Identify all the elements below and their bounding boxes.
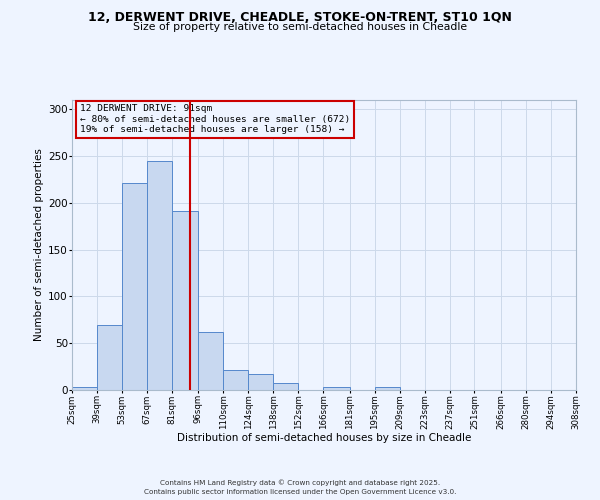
Bar — [97, 326, 122, 390]
Text: Contains public sector information licensed under the Open Government Licence v3: Contains public sector information licen… — [144, 489, 456, 495]
Text: 12, DERWENT DRIVE, CHEADLE, STOKE-ON-TRENT, ST10 1QN: 12, DERWENT DRIVE, CHEADLE, STOKE-ON-TRE… — [88, 11, 512, 24]
Bar — [223, 370, 248, 390]
Text: Contains HM Land Registry data © Crown copyright and database right 2025.: Contains HM Land Registry data © Crown c… — [160, 480, 440, 486]
Bar — [273, 382, 298, 390]
Text: Size of property relative to semi-detached houses in Cheadle: Size of property relative to semi-detach… — [133, 22, 467, 32]
Bar — [172, 212, 199, 390]
Text: 12 DERWENT DRIVE: 91sqm
← 80% of semi-detached houses are smaller (672)
19% of s: 12 DERWENT DRIVE: 91sqm ← 80% of semi-de… — [80, 104, 350, 134]
Bar — [323, 387, 350, 390]
Bar — [375, 387, 400, 390]
Bar — [122, 184, 147, 390]
Bar — [147, 161, 172, 390]
X-axis label: Distribution of semi-detached houses by size in Cheadle: Distribution of semi-detached houses by … — [177, 433, 471, 443]
Y-axis label: Number of semi-detached properties: Number of semi-detached properties — [34, 148, 44, 342]
Bar — [72, 387, 97, 390]
Bar — [248, 374, 273, 390]
Bar — [199, 332, 223, 390]
